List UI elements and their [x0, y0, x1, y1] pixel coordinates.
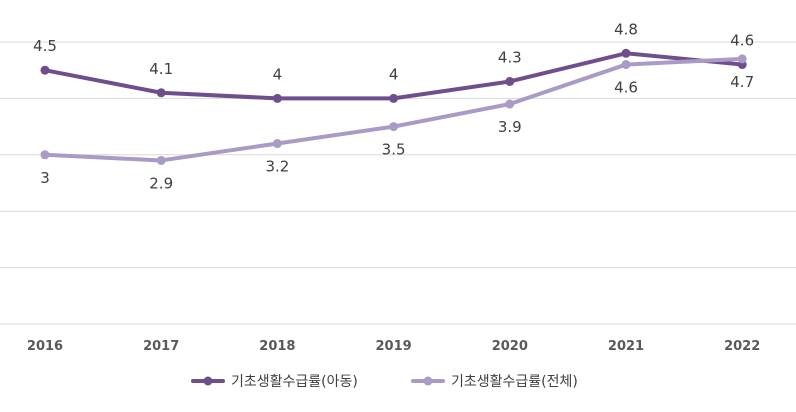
- data-label: 4: [273, 65, 283, 83]
- data-label: 4.6: [614, 79, 638, 97]
- data-label: 4.5: [33, 37, 57, 55]
- data-label: 3.2: [265, 158, 289, 176]
- legend-label: 기초생활수급률(아동): [231, 374, 358, 390]
- x-tick-label: 2020: [492, 339, 528, 354]
- data-label: 4.7: [730, 73, 754, 91]
- data-point: [505, 99, 515, 109]
- data-point: [272, 139, 282, 149]
- data-point: [40, 150, 50, 160]
- data-point: [389, 93, 399, 103]
- data-point: [156, 88, 166, 98]
- data-label: 4.1: [149, 60, 173, 78]
- x-tick-label: 2016: [27, 339, 63, 354]
- x-tick-label: 2022: [724, 339, 760, 354]
- data-point: [621, 48, 631, 58]
- data-point: [272, 93, 282, 103]
- data-label: 4.8: [614, 20, 638, 38]
- data-point: [389, 122, 399, 132]
- x-tick-label: 2021: [608, 339, 644, 354]
- x-tick-label: 2018: [259, 339, 295, 354]
- legend-label: 기초생활수급률(전체): [451, 374, 578, 390]
- x-tick-label: 2017: [143, 339, 179, 354]
- data-point: [505, 76, 515, 86]
- data-label: 4: [389, 65, 399, 83]
- data-label: 4.6: [730, 32, 754, 50]
- data-point: [40, 65, 50, 75]
- legend-swatch-marker: [203, 376, 213, 386]
- data-label: 3.5: [382, 141, 406, 159]
- data-label: 3.9: [498, 118, 522, 136]
- data-labels: 4.5 4.1 4 4 4.3 4.8 4.6 3 2.9 3.2 3.5 3.9 4.6 4.7: [33, 20, 754, 192]
- series-layer: [40, 48, 747, 165]
- data-point: [621, 60, 631, 70]
- x-tick-label: 2019: [376, 339, 412, 354]
- data-point: [156, 155, 166, 165]
- legend-swatch-marker: [423, 376, 433, 386]
- legend: 기초생활수급률(아동) 기초생활수급률(전체): [191, 374, 578, 390]
- data-label: 4.3: [498, 48, 522, 66]
- data-label: 2.9: [149, 174, 173, 192]
- x-axis: 2016 2017 2018 2019 2020 2021 2022: [27, 339, 760, 354]
- data-point: [737, 54, 747, 64]
- data-label: 3: [40, 169, 50, 187]
